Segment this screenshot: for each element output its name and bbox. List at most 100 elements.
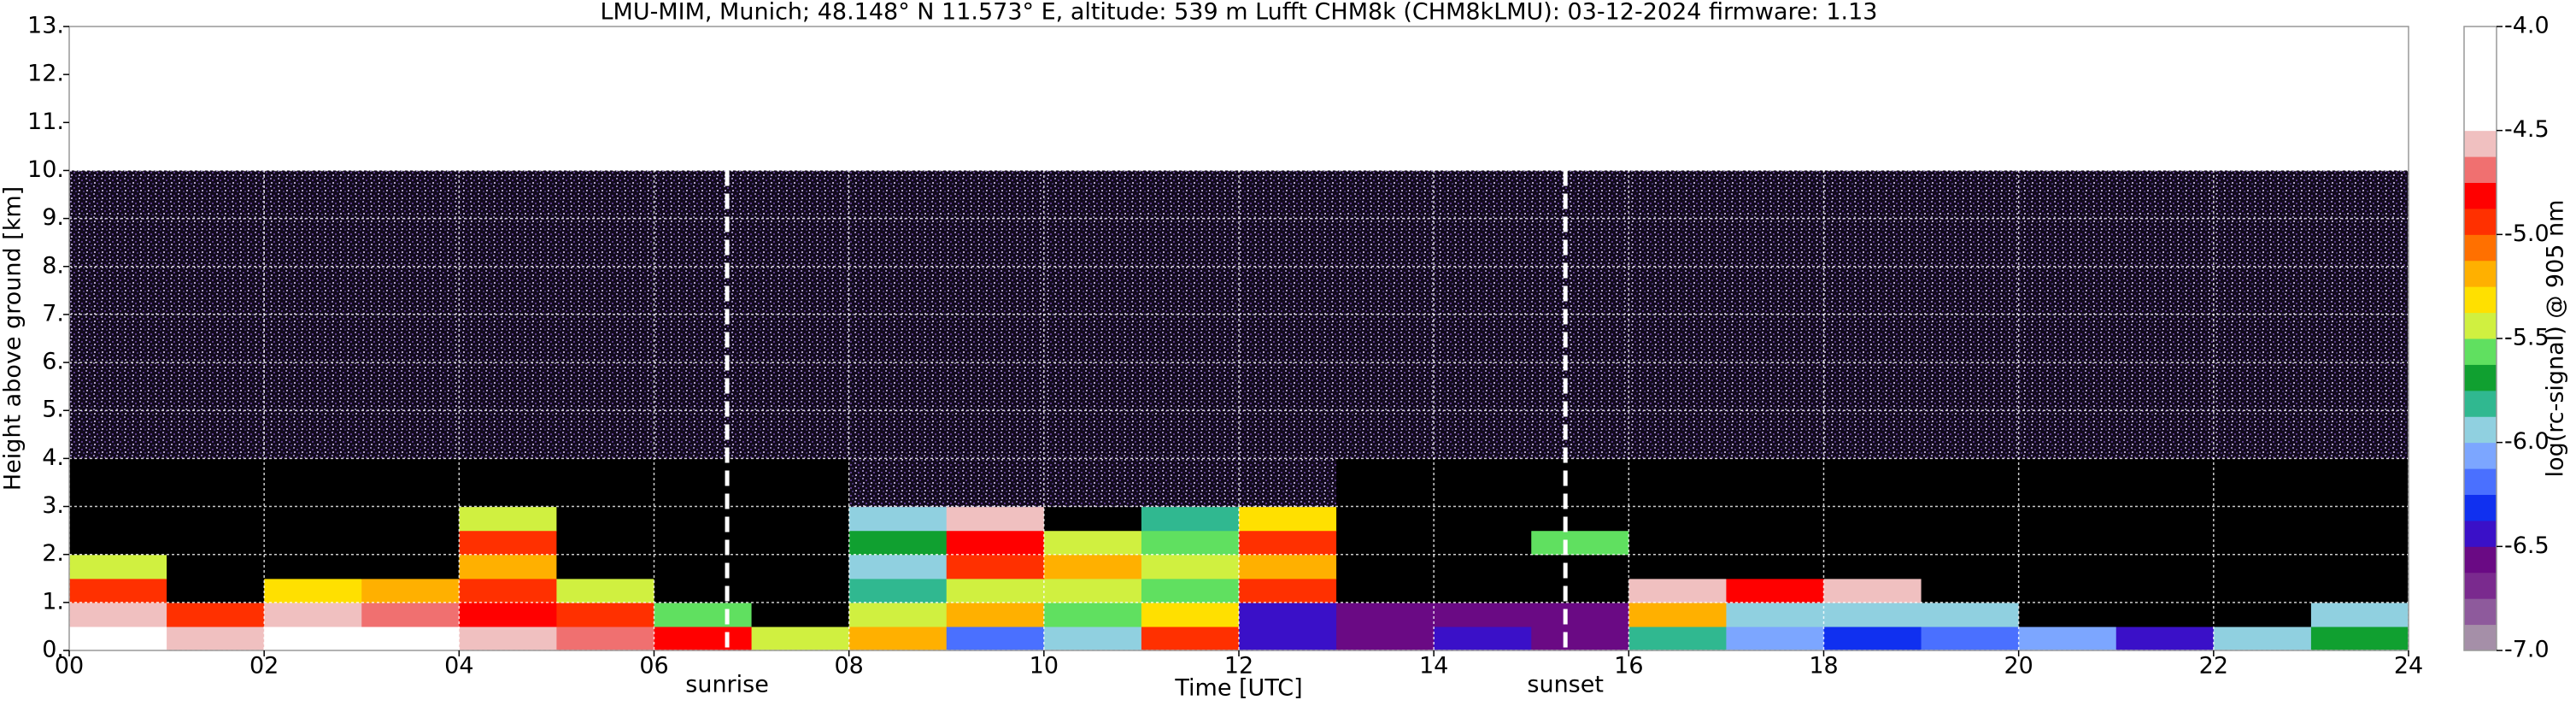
heatmap-cell: [264, 458, 362, 508]
heatmap-cell: [69, 626, 167, 651]
x-axis-label: Time [UTC]: [1174, 675, 1302, 702]
heatmap-cell: [1141, 554, 1240, 580]
heatmap-cell: [1628, 626, 1728, 651]
colorbar-band: [2464, 312, 2497, 339]
heatmap-cell: [167, 530, 265, 556]
heatmap-cell: [751, 578, 850, 603]
x-tick-label: 10: [1030, 653, 1059, 680]
heatmap-cell: [1823, 506, 1922, 532]
colorbar-band: [2464, 130, 2497, 157]
colorbar-band: [2464, 104, 2497, 132]
heatmap-cell: [556, 602, 655, 627]
chart-title: LMU-MIM, Munich; 48.148° N 11.573° E, al…: [601, 0, 1878, 26]
heatmap-cell: [1726, 458, 1825, 508]
heatmap-cell: [1141, 602, 1240, 627]
x-tick-label: 08: [834, 653, 863, 680]
heatmap-cell: [1434, 554, 1532, 580]
heatmap-cell: [1336, 602, 1435, 627]
heatmap-cell: [1531, 554, 1629, 580]
heatmap-cell: [1628, 458, 1728, 508]
x-tick-label: 04: [444, 653, 473, 680]
heatmap-cell: [361, 578, 460, 603]
heatmap-cell: [2310, 602, 2409, 627]
x-tick-label: 06: [639, 653, 668, 680]
heatmap-cell: [264, 554, 362, 580]
heatmap-cell: [2213, 626, 2312, 651]
heatmap-cell: [1336, 626, 1435, 651]
colorbar-band: [2464, 546, 2497, 574]
heatmap-cell: [946, 626, 1045, 651]
heatmap-cell: [2115, 626, 2215, 651]
heatmap-cell: [1823, 626, 1922, 651]
heatmap-cell: [459, 602, 558, 627]
x-tick-label: 00: [55, 653, 84, 680]
heatmap-cell: [459, 554, 558, 580]
heatmap-cell: [2018, 458, 2117, 508]
heatmap-cell: [1823, 530, 1922, 556]
heatmap-cell: [1921, 530, 2020, 556]
colorbar-tick-label: -6.5: [2504, 532, 2550, 559]
heatmap-cell: [1239, 602, 1337, 627]
colorbar-band: [2464, 286, 2497, 314]
colorbar-band: [2464, 338, 2497, 365]
heatmap-cell: [2115, 458, 2215, 508]
heatmap-cell: [1531, 530, 1629, 556]
heatmap-cell: [1823, 554, 1922, 580]
colorbar-band: [2464, 442, 2497, 469]
heatmap-cell: [1726, 554, 1825, 580]
heatmap-cell: [1043, 602, 1142, 627]
heatmap-cell: [361, 554, 460, 580]
x-tick-label: 12: [1224, 653, 1253, 680]
heatmap-cell: [1239, 554, 1337, 580]
colorbar-band: [2464, 78, 2497, 105]
heatmap-cell: [1531, 506, 1629, 532]
y-tick-label: 5.: [42, 397, 64, 423]
heatmap-cell: [654, 626, 753, 651]
y-axis-label: Height above ground [km]: [0, 186, 26, 491]
heatmap-cell: [167, 578, 265, 603]
heatmap-cell: [1336, 530, 1435, 556]
heatmap-cell: [2018, 530, 2117, 556]
y-tick-label: 1.: [42, 588, 64, 615]
heatmap-cell: [361, 458, 460, 508]
colorbar-band: [2464, 598, 2497, 626]
colorbar-band: [2464, 494, 2497, 521]
heatmap-cell: [167, 626, 265, 651]
x-tick-label: 16: [1614, 653, 1643, 680]
heatmap-cell: [1239, 458, 1337, 508]
heatmap-cell: [946, 578, 1045, 603]
heatmap-cell: [1239, 530, 1337, 556]
heatmap-cell: [556, 554, 655, 580]
heatmap-cell: [167, 602, 265, 627]
heatmap-cell: [69, 554, 167, 580]
heatmap-cell: [1239, 626, 1337, 651]
heatmap-cell: [167, 458, 265, 508]
heatmap-cell: [264, 578, 362, 603]
colorbar-band: [2464, 156, 2497, 183]
heatmap-cell: [2018, 626, 2117, 651]
x-tick-label: 18: [1809, 653, 1838, 680]
heatmap-cell: [1336, 578, 1435, 603]
annotation-label: sunset: [1527, 672, 1604, 698]
heatmap-cell: [69, 458, 167, 508]
heatmap-cell: [2115, 602, 2215, 627]
heatmap-cell: [2213, 602, 2312, 627]
y-tick-label: 9.: [42, 204, 64, 231]
heatmap-cell: [2310, 578, 2409, 603]
heatmap-cell: [654, 554, 753, 580]
heatmap-cell: [848, 506, 948, 532]
heatmap-cell: [1531, 602, 1629, 627]
heatmap-cell: [2213, 554, 2312, 580]
heatmap-cell: [1628, 530, 1728, 556]
heatmap-cell: [69, 530, 167, 556]
heatmap-cell: [1823, 602, 1922, 627]
heatmap-cell: [459, 530, 558, 556]
heatmap-cell: [459, 506, 558, 532]
heatmap-cell: [1434, 458, 1532, 508]
heatmap-cell: [946, 602, 1045, 627]
heatmap-cell: [2310, 506, 2409, 532]
heatmap-cell: [1531, 578, 1629, 603]
heatmap-cell: [2115, 578, 2215, 603]
colorbar-tick-label: -4.0: [2504, 13, 2550, 39]
heatmap-cell: [654, 578, 753, 603]
